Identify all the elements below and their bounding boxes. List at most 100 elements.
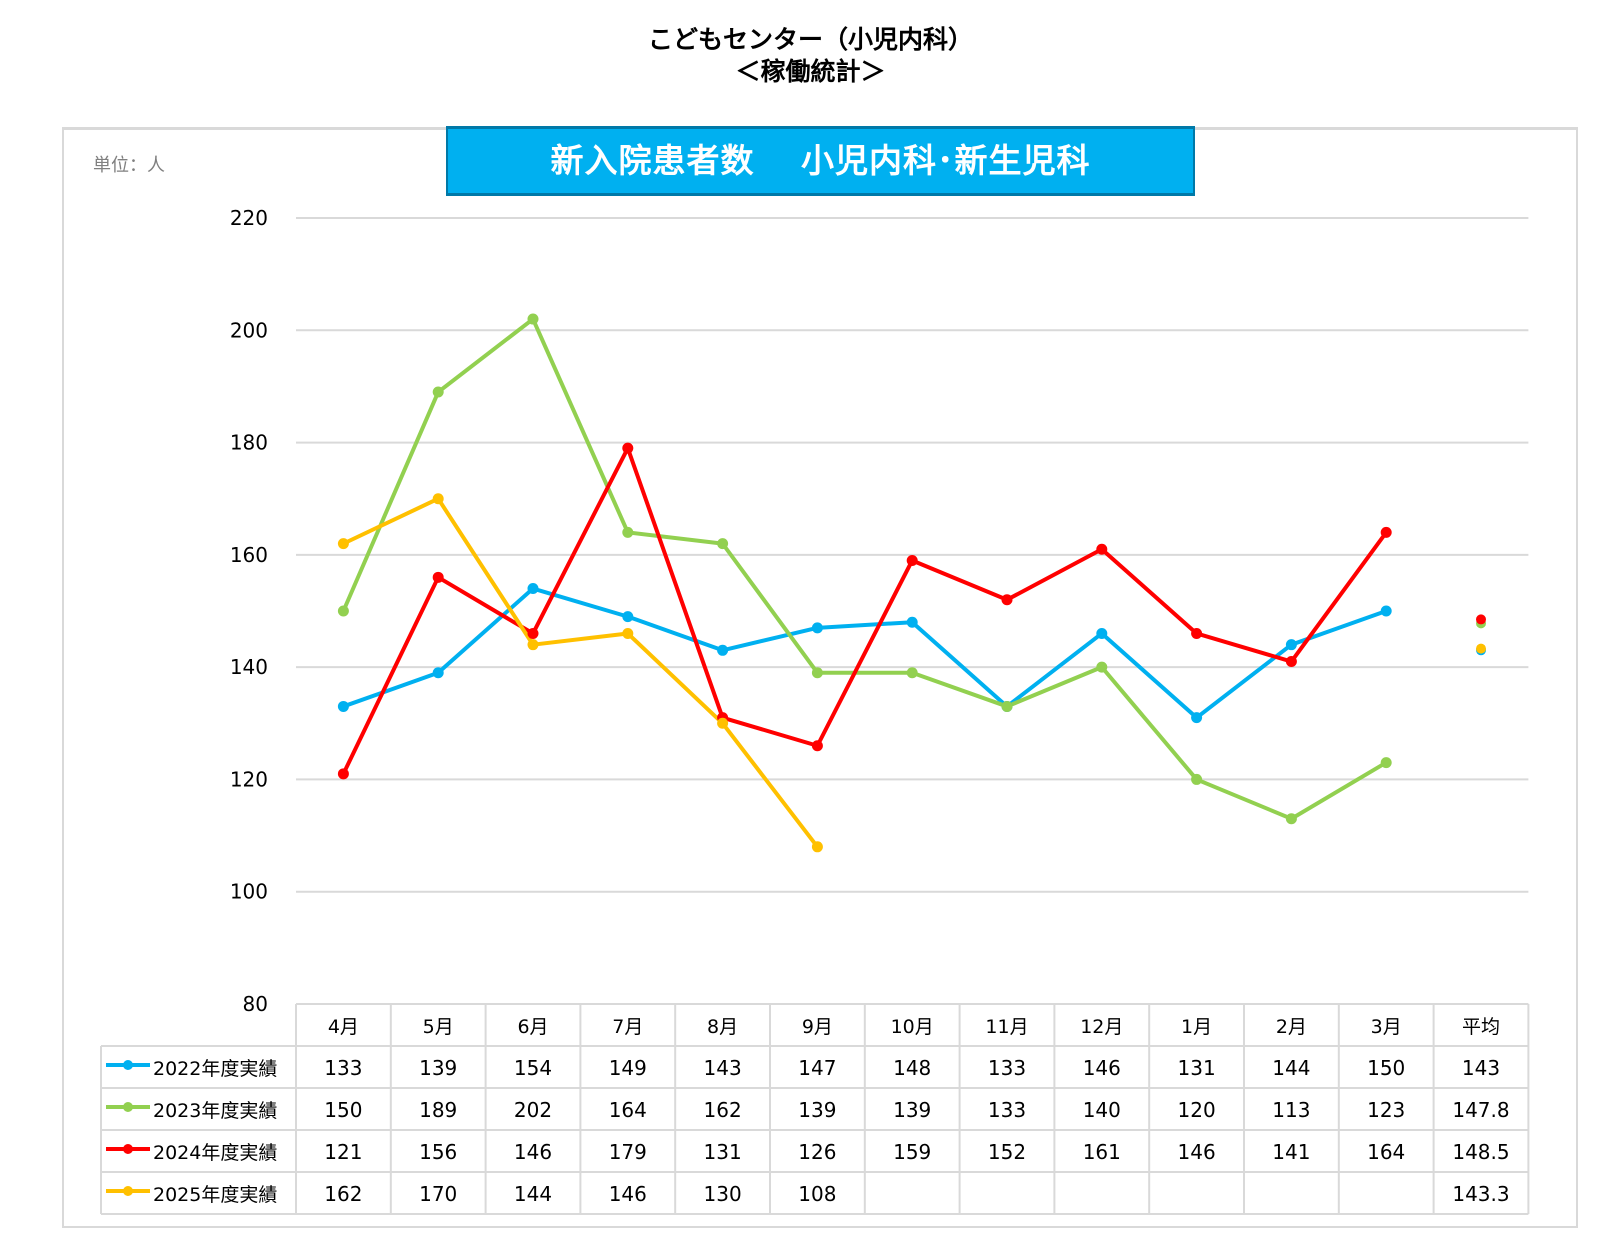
y-tick-label: 180 (230, 431, 268, 455)
average-point (1476, 614, 1486, 625)
table-cell-average: 143.3 (1452, 1182, 1509, 1206)
data-point (811, 622, 823, 634)
table-cell-value: 130 (704, 1182, 742, 1206)
table-cell-value: 159 (893, 1140, 931, 1164)
data-point (1380, 757, 1392, 769)
average-point (1476, 643, 1486, 654)
table-cell-value: 146 (609, 1182, 647, 1206)
data-point (337, 768, 349, 780)
data-point (717, 538, 729, 550)
table-cell-value: 161 (1083, 1140, 1121, 1164)
data-point (337, 538, 349, 550)
series-line (342, 586, 1387, 720)
legend-label: 2024年度実績 (153, 1142, 277, 1164)
x-category-label: 9月 (802, 1016, 833, 1038)
table-cell-value: 146 (514, 1140, 552, 1164)
table-cell-value: 133 (988, 1098, 1026, 1122)
table-cell-value: 189 (419, 1098, 457, 1122)
table-cell-value: 139 (798, 1098, 836, 1122)
legend-marker (123, 1102, 133, 1112)
x-category-label: 11月 (985, 1016, 1028, 1038)
table-cell-value: 113 (1272, 1098, 1310, 1122)
x-category-label: 3月 (1371, 1016, 1402, 1038)
table-cell-value: 164 (609, 1098, 647, 1122)
table-cell-value: 144 (514, 1182, 552, 1206)
series-line (341, 446, 1388, 775)
data-point (906, 667, 918, 679)
legend-marker (123, 1186, 133, 1196)
table-cell-value: 162 (324, 1182, 362, 1206)
data-point (717, 717, 729, 729)
data-point (1285, 656, 1297, 668)
table-cell-average: 148.5 (1452, 1140, 1509, 1164)
table-cell-value: 123 (1367, 1098, 1405, 1122)
data-point (622, 442, 634, 454)
data-point (1096, 543, 1108, 555)
page-subtitle: ＜稼働統計＞ (735, 57, 886, 86)
table-cell-value: 143 (704, 1056, 742, 1080)
data-point (622, 627, 634, 639)
table-cell-value: 146 (1178, 1140, 1216, 1164)
table-cell-value: 152 (988, 1140, 1026, 1164)
x-category-label: 5月 (423, 1016, 454, 1038)
table-cell-average: 147.8 (1452, 1098, 1509, 1122)
unit-label: 単位：人 (93, 155, 165, 176)
table-cell-value: 146 (1083, 1056, 1121, 1080)
x-category-label: 平均 (1462, 1016, 1500, 1038)
y-tick-label: 140 (230, 655, 268, 679)
data-point (337, 605, 349, 617)
data-point (811, 841, 823, 853)
table-cell-value: 179 (609, 1140, 647, 1164)
data-point (432, 493, 444, 505)
data-point (811, 740, 823, 752)
x-category-label: 4月 (328, 1016, 359, 1038)
table-cell-value: 144 (1272, 1056, 1310, 1080)
data-point (906, 554, 918, 566)
data-point (1191, 712, 1203, 724)
y-tick-label: 220 (230, 206, 268, 230)
table-cell-value: 162 (704, 1098, 742, 1122)
legend-label: 2023年度実績 (153, 1100, 277, 1122)
table-cell-value: 141 (1272, 1140, 1310, 1164)
data-point (527, 627, 539, 639)
data-point (1191, 627, 1203, 639)
data-point (527, 313, 539, 325)
data-point (1380, 526, 1392, 538)
table-cell-value: 131 (704, 1140, 742, 1164)
y-tick-label: 120 (230, 767, 268, 791)
y-tick-label: 80 (243, 992, 268, 1016)
series-line (342, 496, 819, 849)
data-point (1191, 773, 1203, 785)
table-cell-value: 133 (988, 1056, 1026, 1080)
table-cell-value: 120 (1178, 1098, 1216, 1122)
legend-label: 2022年度実績 (153, 1058, 277, 1080)
data-point (527, 639, 539, 651)
data-point (1380, 605, 1392, 617)
table-cell-value: 156 (419, 1140, 457, 1164)
data-point (432, 386, 444, 398)
y-tick-label: 200 (230, 318, 268, 342)
x-category-label: 2月 (1276, 1016, 1307, 1038)
page-title: こどもセンター（小児内科） (647, 25, 973, 54)
data-point (622, 611, 634, 623)
data-point (1285, 813, 1297, 825)
table-cell-value: 131 (1178, 1056, 1216, 1080)
table-cell-value: 147 (798, 1056, 836, 1080)
legend-marker (123, 1144, 133, 1154)
data-point (1001, 700, 1013, 712)
table-cell-value: 150 (324, 1098, 362, 1122)
data-point (1096, 661, 1108, 673)
table-cell-value: 202 (514, 1098, 552, 1122)
legend-label: 2025年度実績 (153, 1184, 277, 1206)
table-cell-value: 121 (324, 1140, 362, 1164)
series-line (341, 317, 1388, 821)
data-point (432, 571, 444, 583)
table-cell-value: 108 (798, 1182, 836, 1206)
data-point (1285, 639, 1297, 651)
data-point (432, 667, 444, 679)
x-category-label: 1月 (1181, 1016, 1212, 1038)
data-point (1001, 594, 1013, 606)
table-cell-value: 154 (514, 1056, 552, 1080)
data-point (717, 644, 729, 656)
x-category-label: 7月 (612, 1016, 643, 1038)
